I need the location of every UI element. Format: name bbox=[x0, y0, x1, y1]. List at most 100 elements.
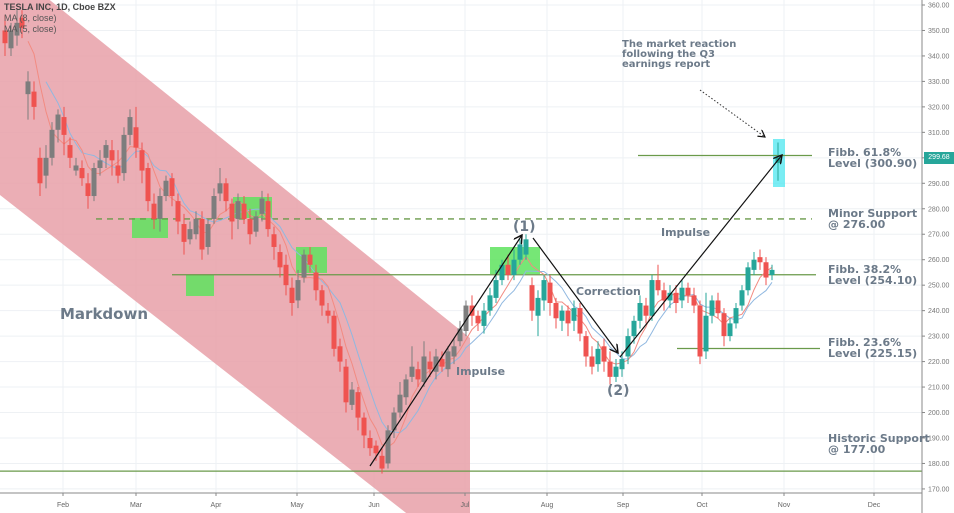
candle bbox=[241, 196, 247, 225]
indicator-ma5[interactable]: MA (5, close) bbox=[4, 24, 57, 34]
candle-body bbox=[91, 168, 97, 197]
candle-body bbox=[517, 244, 523, 260]
x-tick-label: Mar bbox=[130, 502, 143, 509]
candle-body bbox=[277, 252, 283, 268]
y-tick-label: 240.00 bbox=[928, 308, 950, 315]
candle-body bbox=[583, 336, 589, 357]
candle bbox=[163, 175, 169, 202]
candle bbox=[577, 302, 583, 342]
candle-body bbox=[589, 356, 595, 367]
candle-body bbox=[307, 254, 313, 265]
candle bbox=[283, 254, 289, 296]
descending-channel bbox=[0, 0, 470, 513]
candlesticks bbox=[2, 10, 781, 474]
highlight-zone bbox=[132, 218, 168, 238]
candle bbox=[307, 246, 313, 273]
candle bbox=[235, 193, 241, 230]
historic-support-label: Historic Support @ 177.00 bbox=[828, 432, 930, 456]
candle bbox=[463, 300, 469, 337]
candle-body bbox=[313, 272, 319, 291]
candle bbox=[763, 257, 769, 286]
candle bbox=[349, 381, 355, 410]
candle-body bbox=[8, 30, 14, 49]
q3-reaction-zone bbox=[773, 139, 785, 187]
indicator-ma8[interactable]: MA (8, close) bbox=[4, 13, 57, 23]
candle bbox=[595, 341, 601, 372]
candle bbox=[379, 448, 385, 474]
candle-body bbox=[271, 234, 277, 247]
x-tick-label: Nov bbox=[778, 502, 791, 509]
candle-body bbox=[511, 259, 517, 275]
candle-body bbox=[217, 183, 223, 194]
candle-body bbox=[37, 157, 43, 184]
candle bbox=[487, 287, 493, 316]
candle bbox=[391, 407, 397, 438]
candle-body bbox=[715, 300, 721, 314]
candle-body bbox=[721, 313, 727, 337]
candle-body bbox=[751, 259, 757, 270]
y-tick-label: 250.00 bbox=[928, 283, 950, 290]
impulse-label-2: Impulse bbox=[661, 226, 711, 239]
candle bbox=[199, 211, 205, 260]
candle bbox=[205, 218, 211, 255]
candle bbox=[673, 285, 679, 314]
y-tick-label: 200.00 bbox=[928, 410, 950, 417]
candle bbox=[613, 359, 619, 382]
candle bbox=[8, 22, 14, 56]
candle-body bbox=[97, 160, 103, 169]
candle-body bbox=[283, 264, 289, 286]
candle-body bbox=[103, 145, 109, 158]
candle bbox=[43, 145, 49, 189]
candle-body bbox=[229, 203, 235, 222]
candle-body bbox=[391, 412, 397, 431]
candle-body bbox=[481, 310, 487, 326]
y-tick-label: 280.00 bbox=[928, 206, 950, 213]
candle-body bbox=[133, 127, 139, 148]
fib-382-label: Fibb. 38.2% Level (254.10) bbox=[828, 263, 918, 287]
candle-body bbox=[289, 287, 295, 303]
candle bbox=[397, 381, 403, 418]
x-tick-label: Jul bbox=[461, 502, 470, 509]
candle bbox=[685, 282, 691, 303]
candle-body bbox=[211, 196, 217, 219]
candle bbox=[415, 361, 421, 388]
candle bbox=[331, 310, 337, 357]
candle bbox=[103, 139, 109, 169]
candle-body bbox=[559, 310, 565, 321]
candle bbox=[145, 162, 151, 212]
candle-body bbox=[241, 203, 247, 219]
candle bbox=[289, 277, 295, 316]
candle bbox=[649, 274, 655, 321]
candle-body bbox=[121, 134, 127, 174]
x-tick-label: May bbox=[290, 502, 304, 509]
candle-body bbox=[61, 117, 67, 135]
x-tick-label: Sep bbox=[617, 502, 630, 509]
candle bbox=[337, 338, 343, 372]
candle-body bbox=[451, 346, 457, 357]
candle-body bbox=[733, 308, 739, 324]
candle-body bbox=[205, 224, 211, 247]
candle bbox=[769, 264, 775, 281]
wave-1-label: (1) bbox=[513, 219, 536, 235]
candle bbox=[2, 15, 8, 56]
candle bbox=[583, 331, 589, 367]
candle-body bbox=[109, 150, 115, 161]
candle bbox=[271, 226, 277, 260]
candle-body bbox=[553, 302, 559, 319]
candle bbox=[79, 160, 85, 186]
candle-body bbox=[349, 389, 355, 405]
y-tick-label: 210.00 bbox=[928, 385, 950, 392]
candle bbox=[727, 318, 733, 342]
candle-body bbox=[73, 165, 79, 171]
candle bbox=[751, 252, 757, 275]
candle-body bbox=[745, 267, 751, 291]
candle-body bbox=[223, 183, 229, 202]
candle bbox=[127, 109, 133, 146]
candle bbox=[49, 122, 55, 166]
candle-body bbox=[739, 290, 745, 306]
candle-body bbox=[457, 328, 463, 342]
candle-body bbox=[67, 145, 73, 158]
candle bbox=[403, 374, 409, 405]
